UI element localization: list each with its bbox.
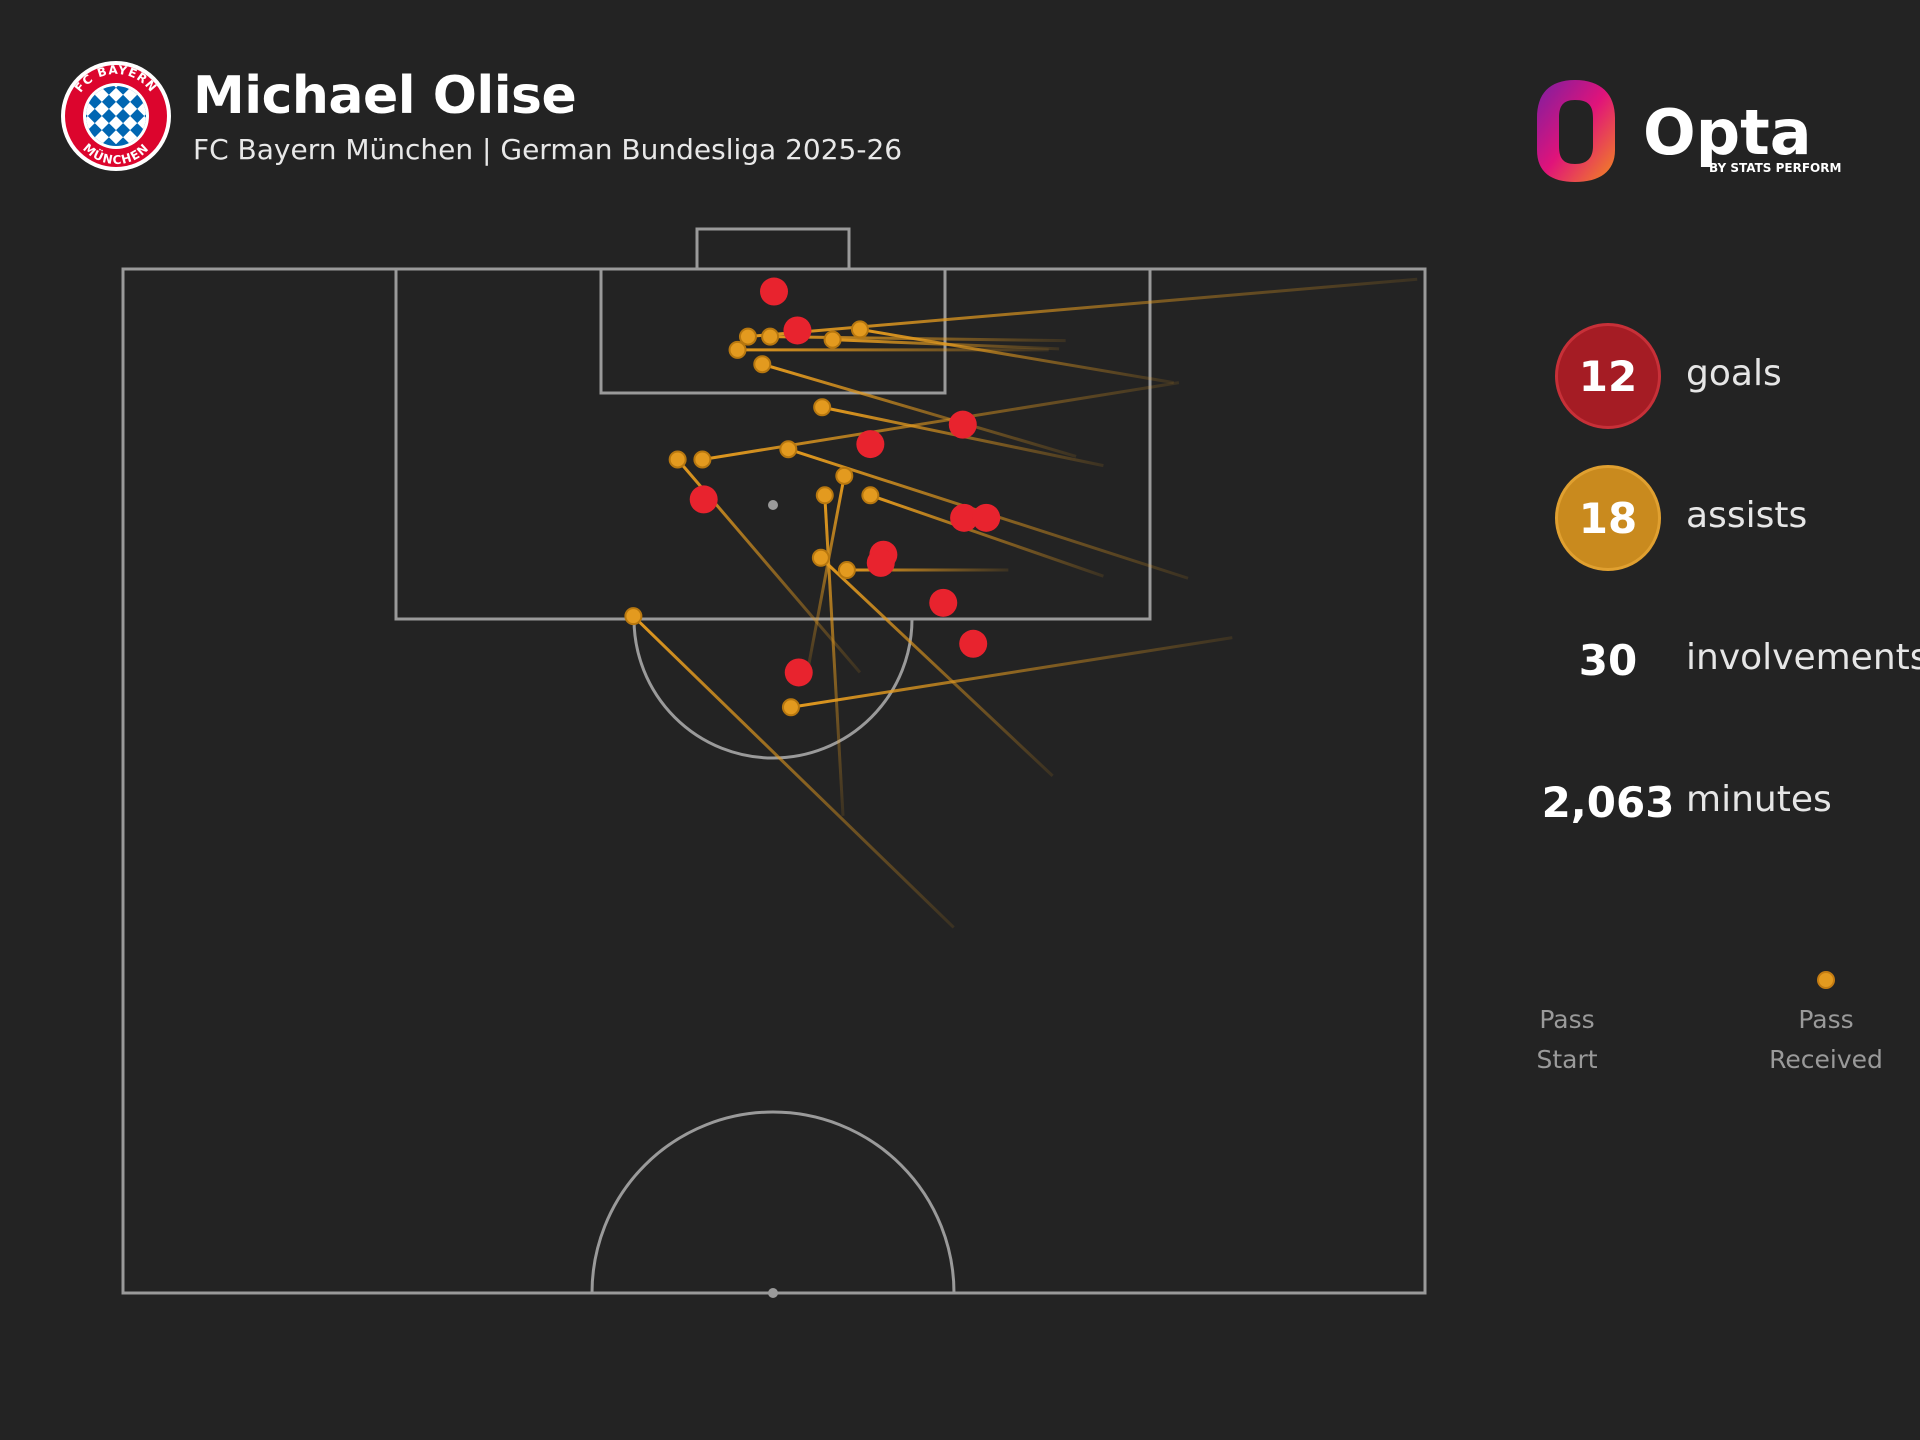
involvements-label: involvements bbox=[1686, 637, 1920, 678]
assist-received-point bbox=[779, 440, 798, 459]
goal-point bbox=[760, 277, 788, 306]
assist-pass-line bbox=[819, 556, 1054, 777]
legend-received-dot bbox=[1817, 971, 1835, 989]
penalty-spot bbox=[768, 500, 778, 510]
stat-minutes: 2,063 minutes bbox=[1541, 749, 1920, 859]
assist-received-point bbox=[811, 548, 830, 567]
minutes-value: 2,063 bbox=[1541, 777, 1675, 827]
stat-goals: 12 goals bbox=[1550, 323, 1920, 433]
assist-received-point bbox=[738, 327, 757, 346]
assist-received-point bbox=[837, 561, 856, 580]
assist-pass-line bbox=[747, 277, 1418, 339]
assist-pass-line bbox=[805, 475, 846, 677]
crest-diamond-pattern bbox=[86, 86, 146, 146]
penalty-arc bbox=[632, 618, 914, 760]
legend-pass-received: Pass Received bbox=[1769, 1005, 1883, 1074]
assist-pass-line bbox=[761, 362, 1077, 458]
assist-received-point bbox=[850, 320, 869, 339]
player-name: Michael Olise bbox=[193, 66, 577, 126]
stat-assists: 18 assists bbox=[1550, 465, 1920, 575]
assists-badge: 18 bbox=[1555, 465, 1661, 571]
assist-received-point bbox=[728, 340, 747, 359]
assist-received-point bbox=[668, 450, 687, 469]
pitch-outline bbox=[121, 267, 1427, 1295]
assist-received-point bbox=[693, 450, 712, 469]
assist-received-point bbox=[823, 330, 842, 349]
assist-pass-line bbox=[790, 636, 1233, 709]
assist-received-point bbox=[761, 327, 780, 346]
assists-label: assists bbox=[1686, 495, 1808, 536]
center-spot bbox=[768, 1288, 778, 1298]
legend-pass-start: Pass Start bbox=[1536, 1005, 1598, 1074]
goals-label: goals bbox=[1686, 353, 1782, 394]
goal-point bbox=[856, 430, 885, 459]
goal-point bbox=[866, 548, 895, 577]
opta-logo: Opta BY STATS PERFORM bbox=[1537, 80, 1841, 182]
assist-pass-line bbox=[632, 615, 955, 929]
team-competition: FC Bayern München | German Bundesliga 20… bbox=[193, 133, 903, 166]
goal-point bbox=[929, 588, 958, 617]
assist-received-point bbox=[781, 698, 800, 717]
assist-received-point bbox=[813, 398, 832, 417]
assist-pass-line bbox=[823, 495, 845, 816]
stat-involvements: 30 involvements bbox=[1550, 607, 1920, 717]
goal-point bbox=[959, 629, 988, 658]
pitch-markings bbox=[121, 227, 1427, 1295]
assist-received-point bbox=[815, 486, 834, 505]
assist-received-point bbox=[835, 466, 854, 485]
club-crest: FC BAYERN MÜNCHEN bbox=[61, 61, 171, 171]
assist-pass-lines bbox=[632, 277, 1418, 929]
goal-point bbox=[689, 485, 718, 514]
assist-received-point bbox=[753, 355, 772, 374]
goals-badge: 12 bbox=[1555, 323, 1661, 429]
goal-points bbox=[689, 277, 1001, 687]
assist-pass-line bbox=[869, 493, 1104, 578]
opta-wordmark: Opta bbox=[1643, 96, 1812, 169]
assist-received-point bbox=[861, 486, 880, 505]
assist-points bbox=[624, 320, 880, 717]
involvements-value: 30 bbox=[1578, 635, 1638, 685]
goal-point bbox=[784, 658, 813, 687]
center-circle bbox=[590, 1110, 956, 1294]
assist-pass-line bbox=[859, 327, 1174, 385]
goal-point bbox=[972, 503, 1001, 532]
opta-mark-icon bbox=[1537, 80, 1615, 182]
minutes-label: minutes bbox=[1686, 779, 1832, 820]
assist-received-point bbox=[624, 607, 643, 626]
goal-frame bbox=[695, 227, 851, 271]
goal-point bbox=[948, 410, 977, 439]
goal-point bbox=[950, 503, 979, 532]
opta-byline: BY STATS PERFORM bbox=[1709, 161, 1841, 175]
goal-point bbox=[783, 316, 812, 345]
